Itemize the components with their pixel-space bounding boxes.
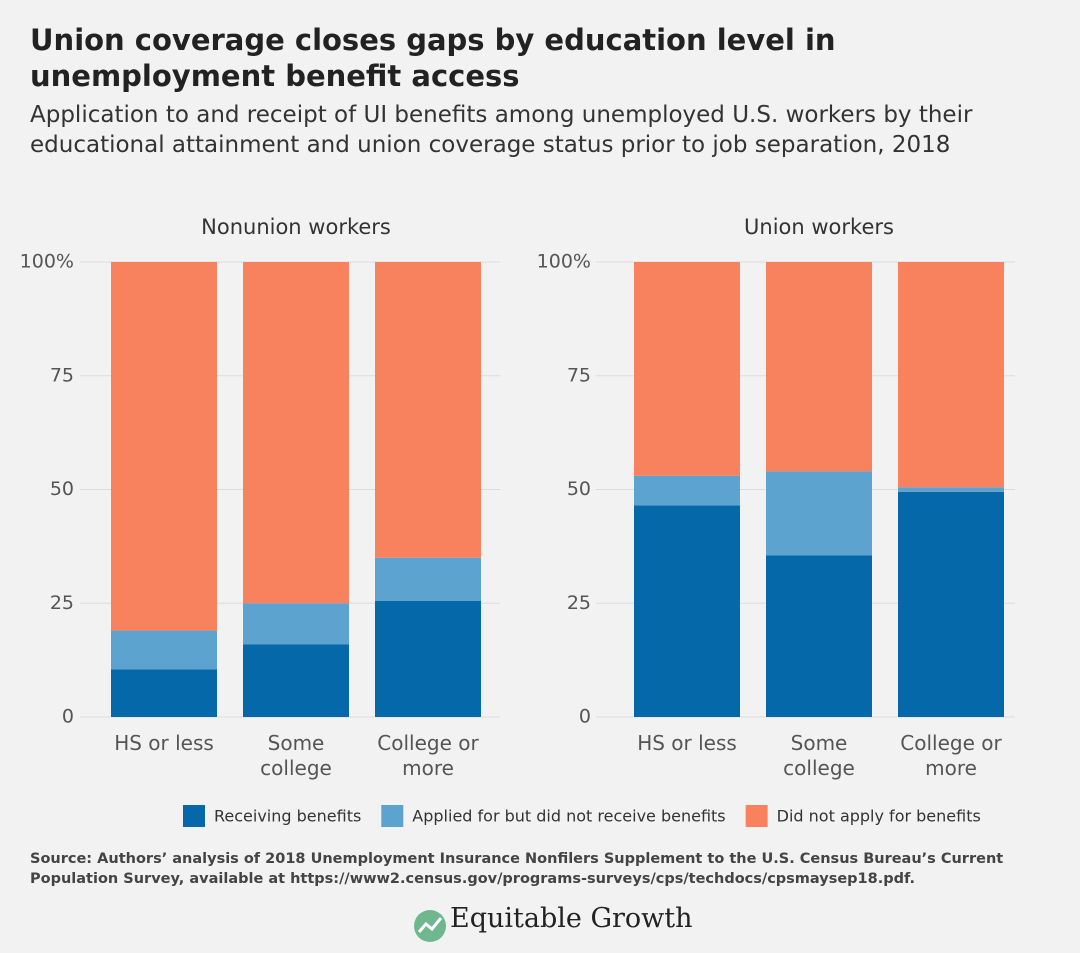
legend-swatch bbox=[183, 805, 205, 827]
y-tick-label: 0 bbox=[62, 706, 74, 728]
panel-title: Nonunion workers bbox=[201, 215, 391, 239]
title: Union coverage closes gaps by education … bbox=[30, 23, 836, 93]
bar bbox=[634, 262, 740, 476]
bar bbox=[375, 600, 481, 717]
bar bbox=[766, 262, 872, 472]
bar bbox=[766, 555, 872, 717]
x-tick-label: HS or less bbox=[637, 731, 737, 755]
bar bbox=[898, 487, 1004, 492]
y-tick-label: 100% bbox=[537, 251, 591, 273]
source: Source: Authors’ analysis of 2018 Unempl… bbox=[30, 851, 1004, 887]
bar bbox=[766, 471, 872, 556]
y-tick-label: 75 bbox=[567, 364, 591, 386]
logo-icon-line bbox=[417, 917, 443, 933]
logo-text: Equitable Growth bbox=[450, 903, 693, 934]
bar bbox=[111, 669, 217, 717]
x-tick-label: Some college bbox=[783, 731, 855, 780]
x-tick-label: College or more bbox=[377, 731, 479, 780]
subtitle: Application to and receipt of UI benefit… bbox=[30, 102, 973, 158]
bar bbox=[898, 262, 1004, 488]
bar bbox=[243, 262, 349, 604]
bar bbox=[243, 603, 349, 645]
legend-label: Did not apply for benefits bbox=[777, 807, 981, 826]
bar bbox=[898, 491, 1004, 717]
bar bbox=[634, 505, 740, 717]
y-tick-label: 75 bbox=[50, 364, 74, 386]
bar bbox=[634, 475, 740, 506]
bar bbox=[111, 262, 217, 631]
bar bbox=[111, 630, 217, 670]
y-tick-label: 100% bbox=[20, 251, 74, 273]
y-tick-label: 50 bbox=[50, 478, 74, 500]
x-tick-label: Some college bbox=[260, 731, 332, 780]
legend-label: Receiving benefits bbox=[214, 807, 361, 826]
y-tick-label: 0 bbox=[579, 706, 591, 728]
y-tick-label: 50 bbox=[567, 478, 591, 500]
y-tick-label: 25 bbox=[50, 592, 74, 614]
legend-label: Applied for but did not receive benefits bbox=[412, 807, 725, 826]
x-tick-label: HS or less bbox=[114, 731, 214, 755]
bar bbox=[375, 557, 481, 601]
x-tick-label: College or more bbox=[900, 731, 1002, 780]
legend-swatch bbox=[745, 805, 768, 827]
panel-title: Union workers bbox=[744, 215, 894, 239]
bar bbox=[375, 262, 481, 558]
legend-swatch bbox=[381, 805, 404, 827]
y-tick-label: 25 bbox=[567, 592, 591, 614]
bar bbox=[243, 644, 349, 717]
